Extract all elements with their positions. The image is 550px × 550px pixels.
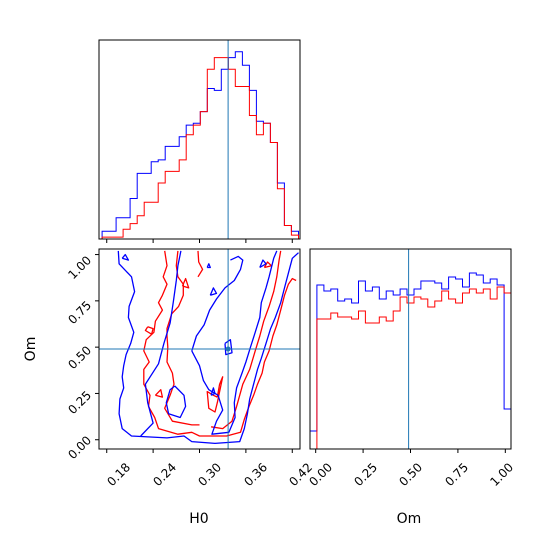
contour-line [154, 389, 164, 398]
contour-line [197, 250, 204, 278]
contour-line [140, 250, 182, 437]
panel-h0-histogram [98, 39, 301, 243]
y-axis-label-om: Om [23, 337, 39, 362]
panel-om-histogram [309, 248, 512, 453]
x-axis-label-om: Om [397, 511, 422, 527]
om-histogram-line [310, 272, 511, 449]
contour-line [144, 326, 154, 335]
contour-line [211, 250, 282, 430]
contour-line [210, 387, 216, 396]
panel-h0-om-contours [95, 248, 301, 453]
om-histogram-series [310, 272, 511, 449]
contour-line [259, 259, 267, 269]
contour-layer [117, 250, 299, 445]
truth-marker [225, 346, 231, 352]
contour-line [263, 261, 273, 269]
h0-histogram-line [101, 57, 299, 239]
contour-line [165, 385, 187, 419]
h0-histogram-series [101, 51, 299, 239]
x-axis-label-h0: H0 [189, 511, 208, 527]
contour-line [191, 255, 244, 352]
contour-line [206, 263, 211, 269]
contour-line [143, 250, 297, 437]
contour-line [191, 250, 278, 435]
contour-line [121, 253, 130, 261]
contour-line [164, 250, 200, 426]
contour-line [209, 287, 218, 296]
contour-line [181, 277, 190, 289]
om-histogram-line [310, 286, 511, 449]
contour-line [117, 250, 299, 445]
